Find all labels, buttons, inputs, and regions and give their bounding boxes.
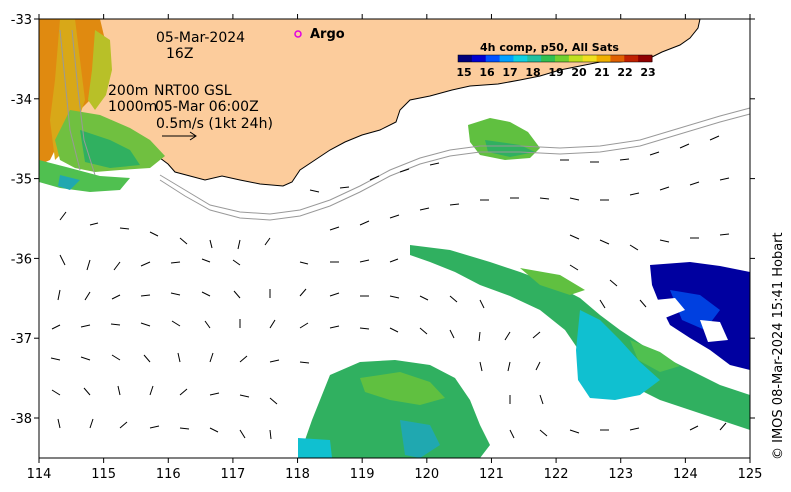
plot-frame [38,18,751,459]
colorbar-tick-label: 18 [525,66,540,79]
y-tick-label: -34 [11,93,32,108]
colorbar-segment [541,55,556,62]
x-axis: 114 115 116 117 118 119 120 121 122 123 124 125 [27,14,763,482]
source-label: NRT00 GSL [154,83,232,99]
colorbar-segment [458,55,473,62]
argo-marker-icon [294,30,302,38]
x-tick-label: 118 [285,467,310,482]
isobath-contours [59,29,751,221]
source-time-label: 05-Mar 06:00Z [155,99,259,115]
colorbar-segment [499,55,514,62]
x-tick-label: 123 [608,467,633,482]
y-tick-label: -37 [11,332,32,347]
colorbar-ticks: 15 16 17 18 19 20 21 22 23 [456,66,655,79]
y-axis: -33 -34 -35 -36 -37 -38 [11,13,755,427]
colorbar-outline [457,54,653,63]
colorbar-segment [471,55,487,62]
colorbar-tick-label: 22 [617,66,632,79]
x-tick-label: 117 [220,467,245,482]
current-vector-field [50,135,730,440]
scale-arrow [162,131,197,141]
y-tick-label: -36 [11,252,32,267]
colorbar-tick-label: 16 [479,66,495,79]
colorbar-tick-label: 23 [640,66,655,79]
y-tick-label: -38 [11,412,32,427]
colorbar-segment [513,55,528,62]
x-tick-label: 120 [414,467,439,482]
sst-patch-west [39,19,165,192]
sst-patch-38 [298,360,490,458]
colorbar-tick-label: 20 [571,66,587,79]
sst-band-south [410,245,750,430]
colorbar-tick-label: 19 [548,66,563,79]
colorbar-segment [555,55,570,62]
x-tick-label: 125 [738,467,763,482]
colorbar-tick-label: 17 [502,66,517,79]
x-tick-label: 124 [673,467,698,482]
contour-1000m-label: 1000m [108,99,157,115]
sst-patch-cold [650,262,750,370]
colorbar-segment [527,55,542,62]
colorbar-segment [485,55,501,62]
colorbar-segment [568,55,584,62]
argo-label: Argo [310,27,345,42]
x-tick-label: 114 [27,467,52,482]
colorbar-segment [638,55,653,62]
colorbar-tick-label: 21 [594,66,609,79]
x-tick-label: 115 [91,467,116,482]
colorbar [457,54,653,63]
credit-label: © IMOS 08-Mar-2024 15:41 Hobart [771,232,786,460]
x-tick-label: 116 [156,467,181,482]
x-tick-label: 119 [350,467,375,482]
y-tick-label: -33 [11,13,32,28]
scale-label: 0.5m/s (1kt 24h) [156,116,273,132]
colorbar-segment [610,55,625,62]
x-tick-label: 122 [544,467,569,482]
date-label: 05-Mar-2024 [156,30,245,46]
contour-200m-label: 200m [108,83,148,99]
x-tick-label: 121 [479,467,504,482]
colorbar-title: 4h comp, p50, All Sats [480,41,619,54]
colorbar-segment [582,55,598,62]
y-tick-label: -35 [11,173,32,188]
hour-label: 16Z [166,46,193,62]
colorbar-tick-label: 15 [456,66,471,79]
colorbar-segment [624,55,639,62]
colorbar-segment [596,55,611,62]
